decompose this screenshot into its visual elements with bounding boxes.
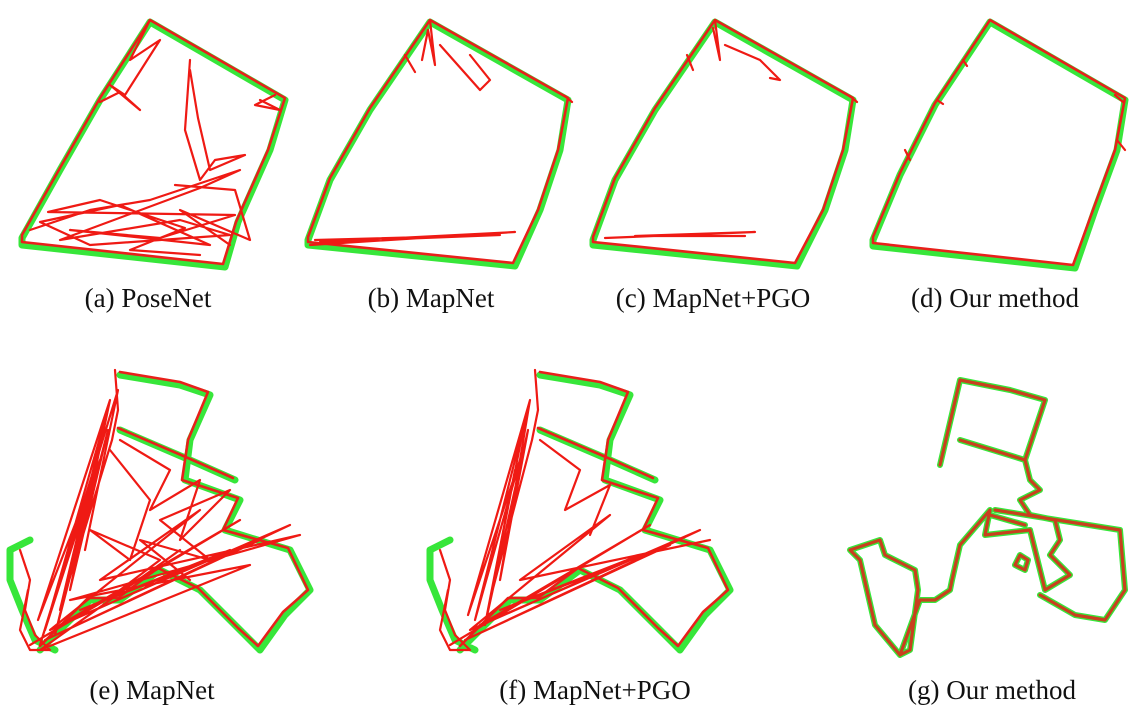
- ground-truth-path: [426, 371, 734, 654]
- figure-panel-e: (e) MapNet: [0, 350, 330, 705]
- noise-trajectory: [603, 18, 859, 240]
- trajectory-plot-e: [6, 368, 314, 654]
- figure-panel-d: (d) Our method: [855, 0, 1131, 313]
- trajectory-plot-g: [847, 377, 1128, 658]
- estimated-path: [306, 18, 570, 265]
- caption-g: (g) Our method: [908, 675, 1076, 705]
- noise-trajectory: [903, 58, 1127, 162]
- caption-e: (e) MapNet: [89, 675, 215, 705]
- trajectory-plot-a: [18, 18, 289, 271]
- figure-panel-f: (f) MapNet+PGO: [420, 350, 750, 705]
- ground-truth-path: [869, 18, 1129, 272]
- estimated-path: [20, 18, 287, 266]
- figure-panel-a: (a) PoseNet: [0, 0, 300, 313]
- trajectory-plot-c: [589, 18, 859, 270]
- caption-a: (a) PoseNet: [84, 283, 212, 313]
- ground-truth-path: [6, 371, 314, 654]
- noise-trajectory: [28, 18, 282, 257]
- noise-trajectory: [438, 368, 712, 652]
- figure-panel-b: (b) MapNet: [290, 0, 590, 313]
- noise-trajectory: [18, 368, 302, 652]
- caption-d: (d) Our method: [911, 283, 1079, 313]
- estimated-path: [871, 18, 1127, 267]
- caption-b: (b) MapNet: [367, 283, 495, 313]
- trajectory-plot-f: [426, 368, 734, 654]
- estimated-path: [591, 18, 855, 265]
- noise-trajectory: [308, 18, 574, 247]
- figure-panel-g: (g) Our method: [840, 350, 1131, 705]
- caption-f: (f) MapNet+PGO: [499, 675, 691, 705]
- ground-truth-path: [18, 18, 289, 271]
- figure-panel-c: (c) MapNet+PGO: [575, 0, 875, 313]
- trajectory-plot-b: [304, 18, 574, 270]
- trajectory-plot-d: [869, 18, 1129, 272]
- estimated-path: [848, 378, 1127, 657]
- caption-c: (c) MapNet+PGO: [615, 283, 811, 313]
